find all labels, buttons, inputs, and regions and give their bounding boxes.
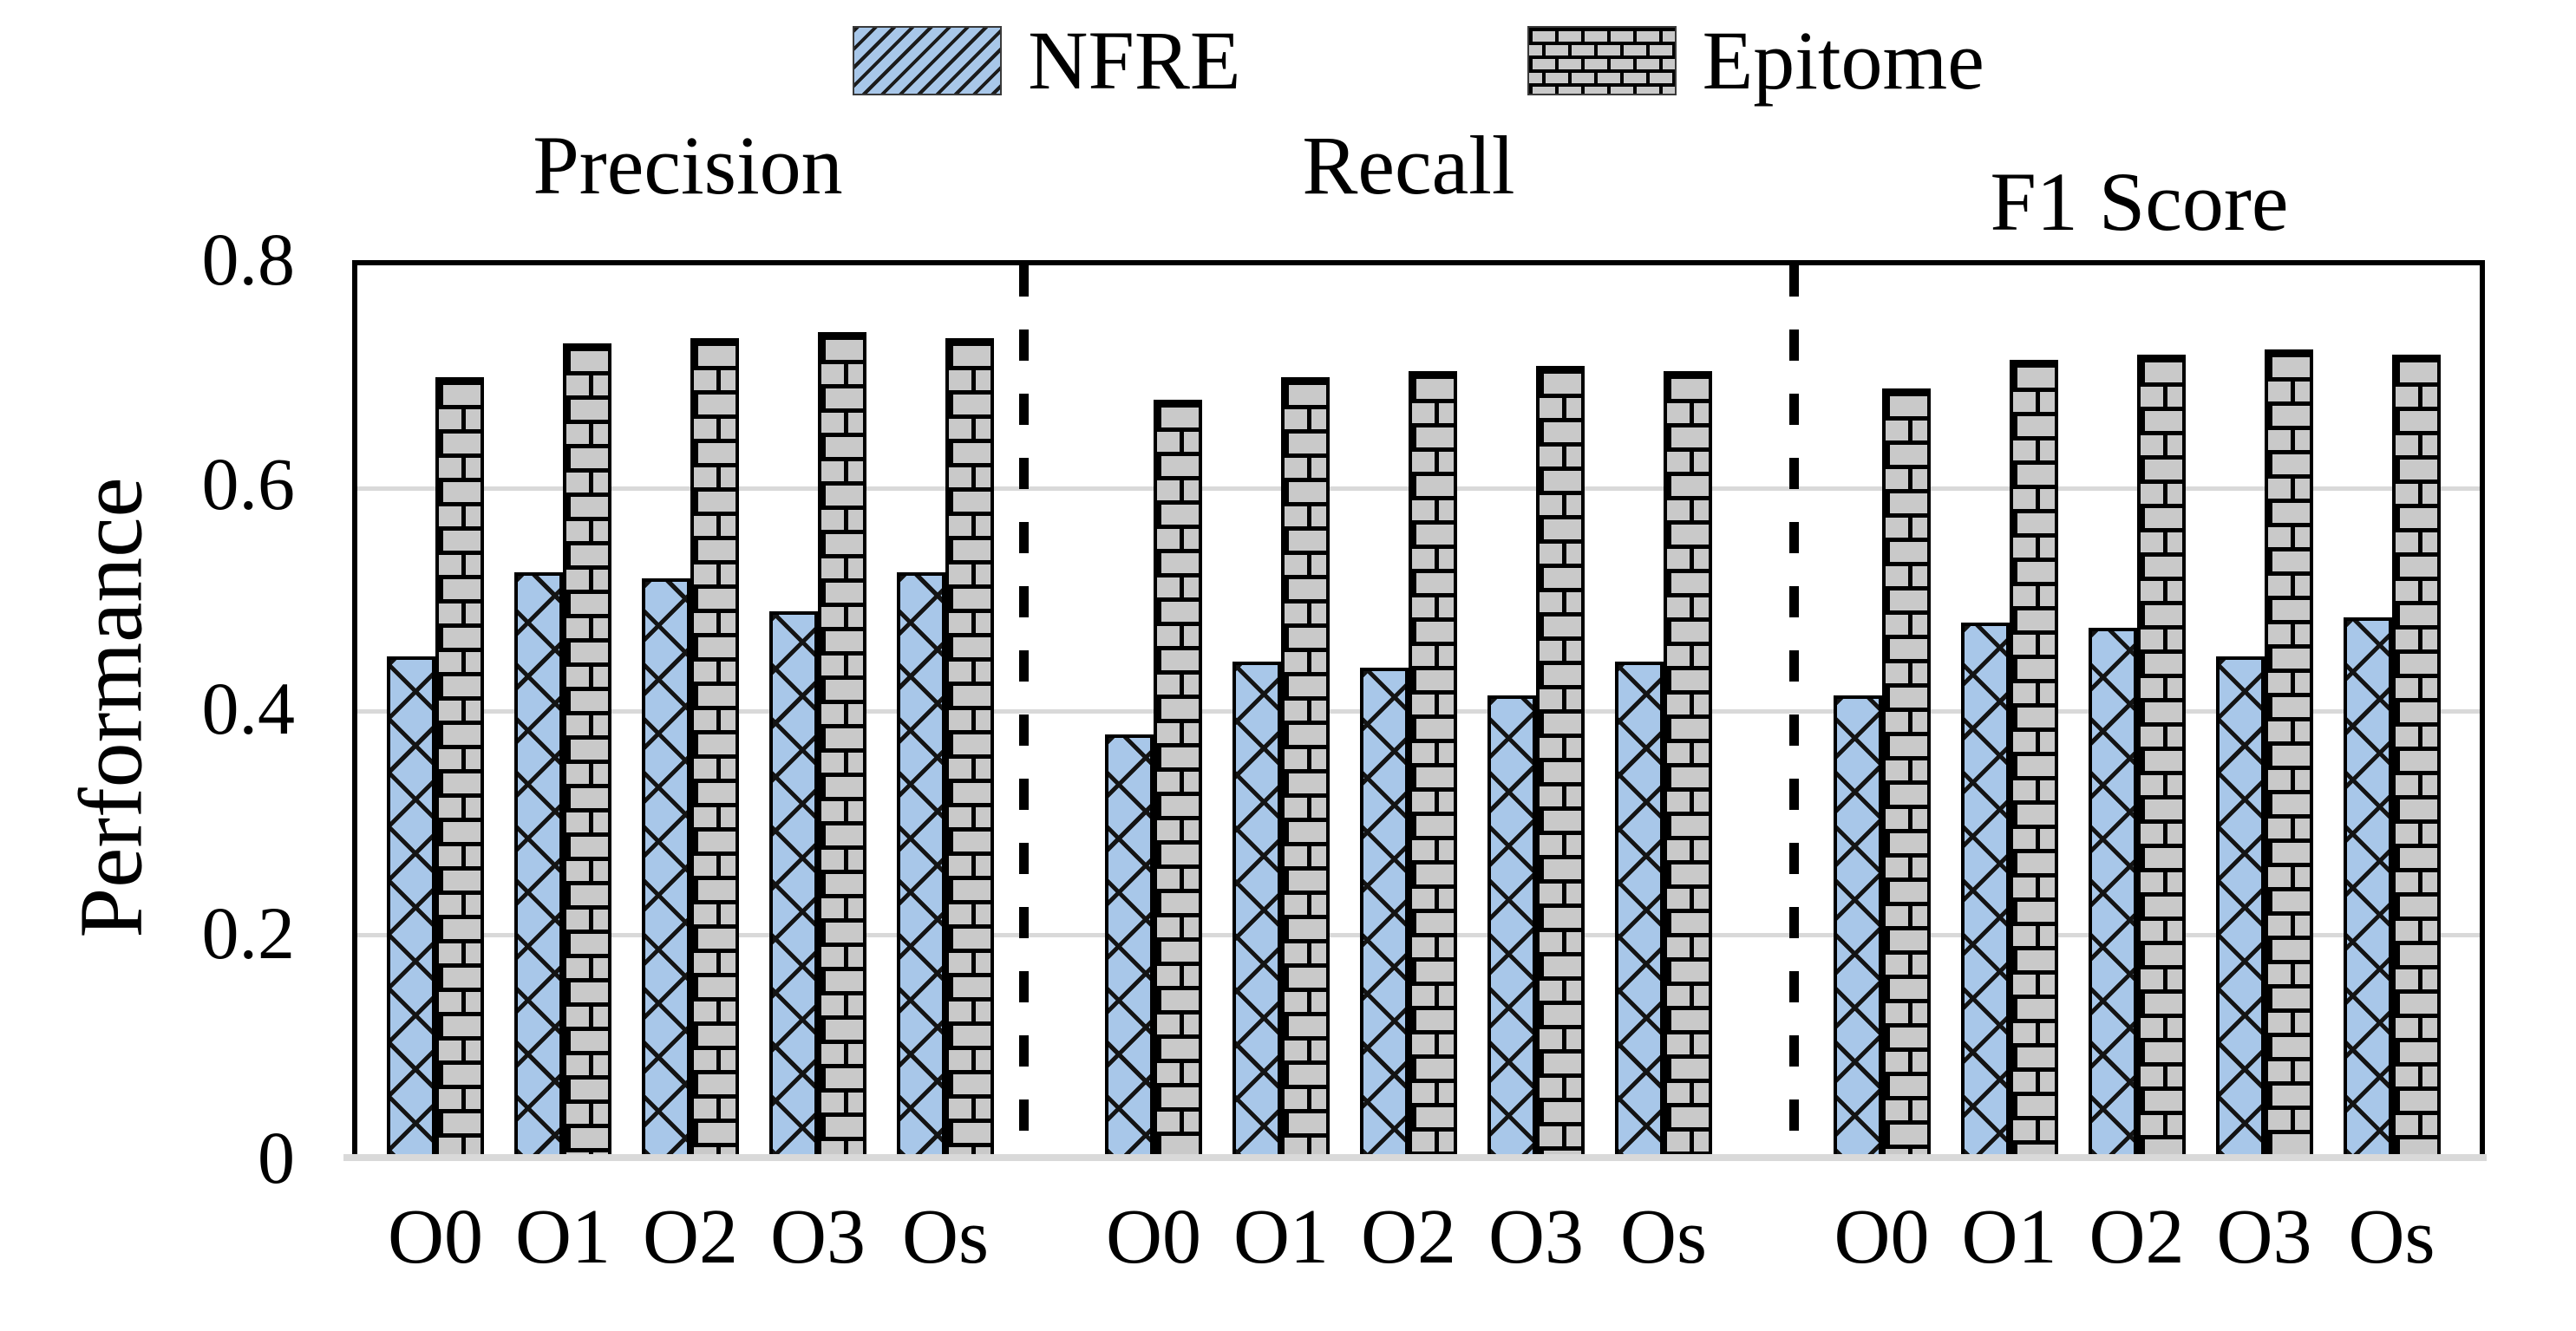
bar-nfre-f1-score-o1 — [1960, 623, 2010, 1158]
bar-group-f1-score-os — [2343, 265, 2441, 1158]
panel-separator-1 — [1019, 265, 1029, 1158]
x-tick-label-recall-os: Os — [1619, 1194, 1708, 1280]
bar-epitome-f1-score-os — [2391, 355, 2441, 1158]
x-tick-label-f1-score-os: Os — [2348, 1194, 2435, 1280]
legend: NFRE Epitome — [352, 19, 2485, 102]
bar-epitome-precision-o3 — [818, 332, 866, 1158]
panel-titles-row: Precision Recall F1 Score — [352, 120, 2485, 248]
bar-epitome-precision-o2 — [690, 337, 739, 1158]
bar-epitome-f1-score-o1 — [2009, 360, 2058, 1158]
x-tick-label-f1-score-o3: O3 — [2216, 1194, 2312, 1280]
bar-nfre-precision-os — [897, 572, 945, 1158]
x-axis-line — [343, 1154, 2487, 1161]
bar-group-precision-o1 — [514, 265, 611, 1158]
bar-group-recall-o1 — [1232, 265, 1330, 1158]
bar-group-f1-score-o2 — [2088, 265, 2186, 1158]
legend-label-epitome: Epitome — [1702, 14, 1984, 107]
bar-nfre-precision-o0 — [387, 656, 435, 1158]
panel-separator-2 — [1789, 265, 1799, 1158]
bar-epitome-recall-o2 — [1409, 371, 1457, 1158]
panel-title-precision: Precision — [533, 119, 843, 212]
nfre-pattern-swatch-icon — [853, 26, 1003, 95]
bar-nfre-recall-o2 — [1360, 667, 1409, 1158]
panel-precision — [357, 265, 1023, 1158]
bar-epitome-recall-o0 — [1154, 399, 1202, 1158]
x-axis-labels-row: O0 O1 O2 O3 Os O0 O1 O2 O3 Os O0 O1 O2 O3 Os — [357, 1198, 2480, 1276]
bar-nfre-precision-o1 — [514, 572, 563, 1158]
y-tick-label-0_6: 0.6 — [201, 442, 296, 525]
panel-recall — [1023, 265, 1794, 1158]
y-tick-label-0_4: 0.4 — [201, 667, 296, 750]
bar-epitome-recall-os — [1664, 371, 1712, 1158]
x-labels-f1-score: O0 O1 O2 O3 Os — [1794, 1198, 2480, 1276]
x-tick-label-precision-os: Os — [901, 1194, 990, 1280]
bar-nfre-f1-score-o2 — [2088, 628, 2137, 1158]
x-labels-precision: O0 O1 O2 O3 Os — [357, 1198, 1023, 1276]
y-tick-label-0_2: 0.2 — [201, 891, 296, 975]
x-tick-label-f1-score-o2: O2 — [2089, 1194, 2185, 1280]
x-tick-label-precision-o2: O2 — [643, 1194, 738, 1280]
panel-title-f1-score: F1 Score — [1990, 155, 2289, 248]
y-tick-label-0: 0 — [258, 1116, 295, 1199]
x-tick-label-recall-o3: O3 — [1488, 1194, 1584, 1280]
epitome-pattern-swatch-icon — [1527, 26, 1677, 95]
bar-group-precision-o3 — [769, 265, 866, 1158]
bar-nfre-f1-score-o0 — [1833, 695, 1882, 1158]
bar-group-f1-score-o1 — [1960, 265, 2058, 1158]
bar-group-recall-o0 — [1105, 265, 1202, 1158]
legend-item-epitome: Epitome — [1527, 19, 1984, 102]
bar-group-f1-score-o3 — [2215, 265, 2313, 1158]
bar-nfre-f1-score-os — [2343, 617, 2392, 1158]
y-tick-label-0_8: 0.8 — [201, 218, 296, 301]
x-tick-label-recall-o1: O1 — [1233, 1194, 1329, 1280]
bar-group-recall-os — [1615, 265, 1712, 1158]
bar-epitome-f1-score-o3 — [2264, 349, 2313, 1158]
bar-nfre-recall-os — [1615, 662, 1664, 1158]
x-tick-label-recall-o2: O2 — [1361, 1194, 1456, 1280]
x-tick-label-precision-o1: O1 — [515, 1194, 611, 1280]
x-tick-label-f1-score-o0: O0 — [1834, 1194, 1930, 1280]
bar-epitome-precision-o1 — [563, 343, 611, 1158]
bar-epitome-f1-score-o0 — [1881, 388, 1931, 1158]
bar-nfre-recall-o3 — [1487, 695, 1536, 1158]
x-tick-label-f1-score-o1: O1 — [1961, 1194, 2057, 1280]
bar-nfre-recall-o0 — [1105, 734, 1154, 1158]
bar-epitome-precision-os — [945, 337, 994, 1158]
panels-container — [357, 265, 2480, 1158]
bar-epitome-f1-score-o2 — [2136, 355, 2186, 1158]
panel-f1-score — [1794, 265, 2480, 1158]
panel-title-cell-precision: Precision — [352, 120, 1023, 248]
bar-epitome-recall-o1 — [1281, 376, 1330, 1158]
bar-nfre-f1-score-o3 — [2215, 656, 2265, 1158]
bar-group-f1-score-o0 — [1833, 265, 1931, 1158]
panel-title-cell-f1: F1 Score — [1794, 120, 2485, 248]
x-tick-label-recall-o0: O0 — [1106, 1194, 1201, 1280]
bar-epitome-precision-o0 — [435, 376, 484, 1158]
panel-title-cell-recall: Recall — [1023, 120, 1794, 248]
bar-group-precision-os — [897, 265, 994, 1158]
legend-label-nfre: NFRE — [1028, 14, 1241, 107]
bar-group-precision-o0 — [387, 265, 484, 1158]
x-labels-recall: O0 O1 O2 O3 Os — [1023, 1198, 1794, 1276]
bar-group-recall-o2 — [1360, 265, 1457, 1158]
bar-nfre-precision-o3 — [769, 611, 818, 1158]
x-tick-label-precision-o0: O0 — [388, 1194, 483, 1280]
bar-nfre-precision-o2 — [642, 577, 690, 1158]
bar-group-precision-o2 — [642, 265, 739, 1158]
x-tick-label-precision-o3: O3 — [770, 1194, 866, 1280]
bar-nfre-recall-o1 — [1232, 662, 1281, 1158]
bar-group-recall-o3 — [1487, 265, 1585, 1158]
panel-title-recall: Recall — [1302, 119, 1515, 212]
legend-item-nfre: NFRE — [853, 14, 1241, 107]
plot-area — [343, 260, 2487, 1161]
bar-epitome-recall-o3 — [1536, 365, 1585, 1158]
